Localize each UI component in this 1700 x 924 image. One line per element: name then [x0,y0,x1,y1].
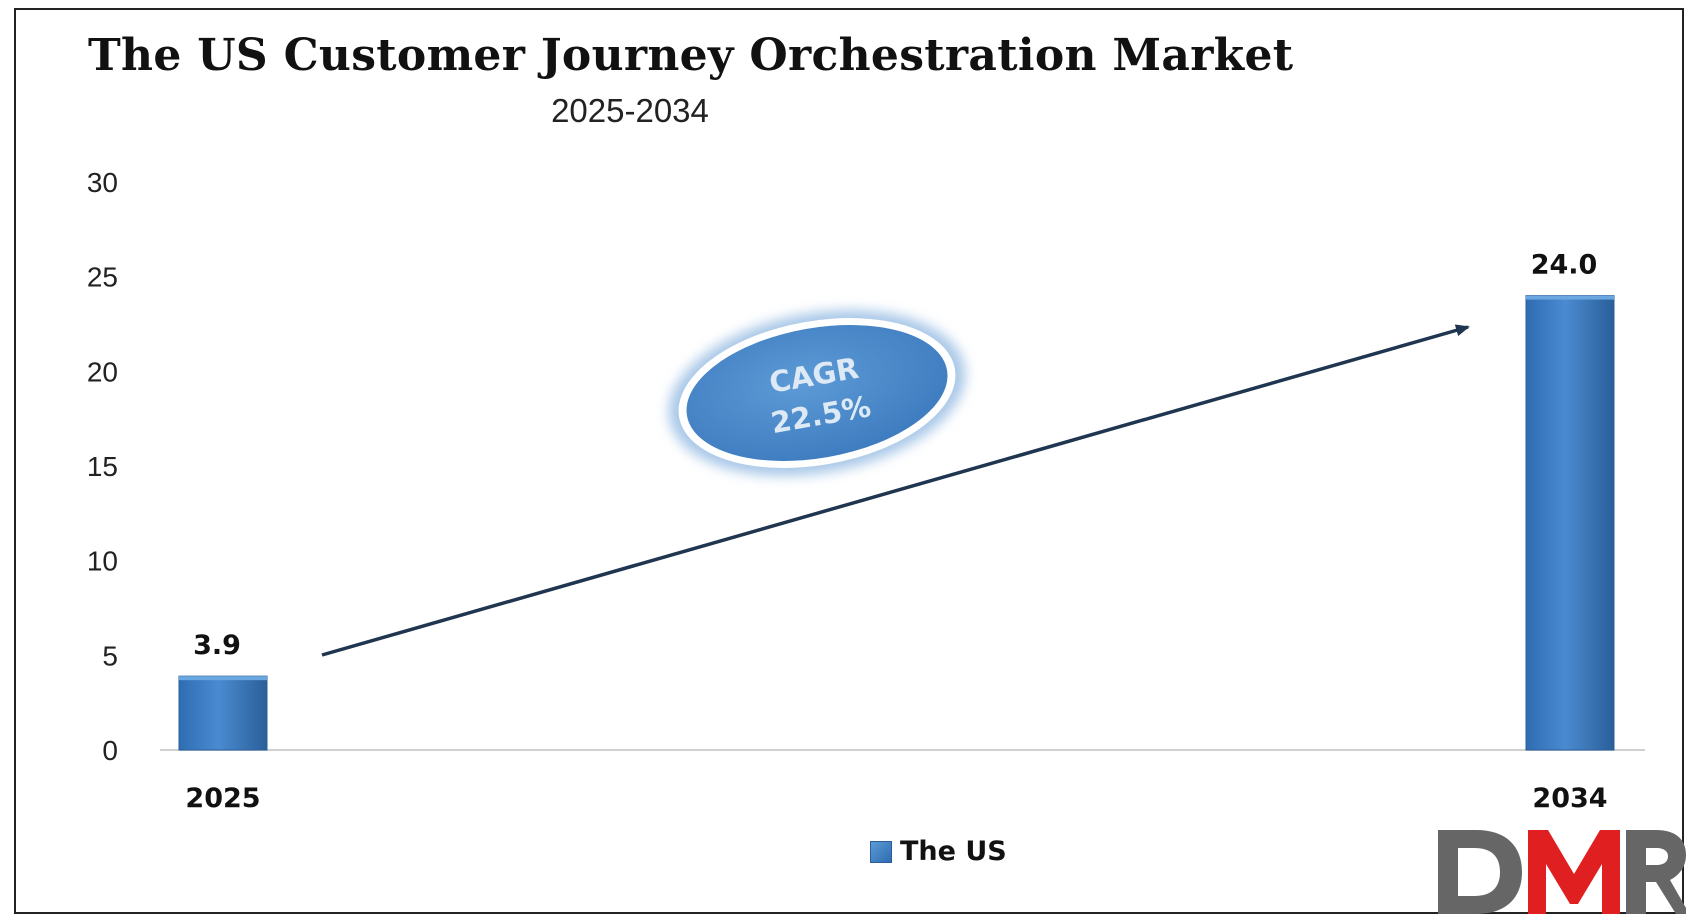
y-tick-label: 5 [102,640,118,671]
cagr-badge: CAGR 22.5% [655,288,978,498]
y-tick-label: 25 [87,262,118,293]
y-axis: 0 5 10 15 20 25 30 [87,167,118,766]
bar-2034 [1526,296,1614,750]
legend-label: The US [900,836,1007,867]
legend-swatch [870,841,892,863]
bar-top-highlight [1526,296,1614,300]
y-tick-label: 0 [102,735,118,766]
dmr-logo [1436,824,1686,916]
x-tick-label-2034: 2034 [1532,783,1607,814]
y-tick-label: 20 [87,356,118,387]
data-label-2025: 3.9 [193,630,241,661]
y-tick-label: 30 [87,167,118,198]
bar-2025 [179,676,267,750]
y-tick-label: 10 [87,546,118,577]
y-tick-label: 15 [87,451,118,482]
bar-top-highlight [179,676,267,680]
legend: The US [870,836,1007,867]
data-label-2034: 24.0 [1531,250,1598,281]
x-tick-label-2025: 2025 [185,783,260,814]
